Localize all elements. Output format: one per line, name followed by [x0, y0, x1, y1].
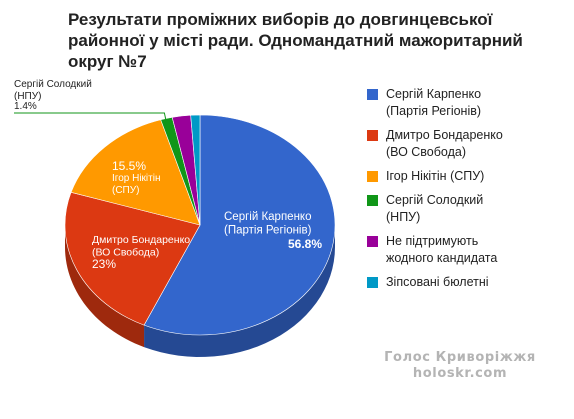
legend-item-не-підтримують: Не підтримують жодного кандидата	[367, 233, 567, 267]
pie-side-сергій-карпенко	[144, 225, 335, 357]
slice-name-label-сергій-солодкий: Сергій Солодкий (НПУ)	[14, 79, 92, 102]
slice-value-label-дмитро-бондаренко: 23%	[92, 257, 116, 271]
legend-swatch	[367, 89, 378, 100]
pie-slice-дмитро-бондаренко	[64, 191, 201, 326]
pie-slice-зіпсовані-бюлетні	[190, 114, 201, 226]
legend-item-зіпсовані-бюлетні: Зіпсовані бюлетні	[367, 274, 567, 291]
slice-name-label-дмитро-бондаренко: Дмитро Бондаренко (ВО Свобода)	[92, 234, 190, 259]
slice-value-label-ігор-нікітін-спу: 15.5%	[112, 159, 146, 173]
legend-item-дмитро-бондаренко: Дмитро Бондаренко (ВО Свобода)	[367, 127, 567, 161]
legend-label: Сергій Карпенко (Партія Регіонів)	[386, 87, 482, 118]
legend-label: Ігор Нікітін (СПУ)	[386, 169, 485, 183]
legend-swatch	[367, 195, 378, 206]
legend-swatch	[367, 130, 378, 141]
pie-side-дмитро-бондаренко	[65, 225, 145, 348]
slice-name-label-сергій-карпенко: Сергій Карпенко (Партія Регіонів)	[224, 211, 312, 237]
slice-name-label-ігор-нікітін-спу: Ігор Нікітін (СПУ)	[112, 173, 160, 196]
legend-label: Не підтримують жодного кандидата	[386, 234, 498, 265]
pie-slice-сергій-карпенко	[143, 114, 336, 336]
legend: Сергій Карпенко (Партія Регіонів) Дмитро …	[367, 86, 567, 298]
leader-line-solodkyi	[14, 112, 167, 123]
watermark: Голос Криворіжжя holoskr.com	[360, 350, 560, 382]
slice-value-label-сергій-карпенко: 56.8%	[288, 237, 322, 251]
legend-swatch	[367, 277, 378, 288]
legend-swatch	[367, 236, 378, 247]
legend-swatch	[367, 171, 378, 182]
legend-label: Зіпсовані бюлетні	[386, 275, 489, 289]
legend-item-сергій-карпенко: Сергій Карпенко (Партія Регіонів)	[367, 86, 567, 120]
watermark-url: holoskr.com	[412, 366, 508, 381]
legend-label: Сергій Солодкий (НПУ)	[386, 193, 484, 224]
legend-item-сергій-солодкий: Сергій Солодкий (НПУ)	[367, 192, 567, 226]
slice-value-label-сергій-солодкий: 1.4%	[14, 101, 37, 112]
pie-slice-ігор-нікітін-спу	[70, 119, 201, 226]
watermark-name: Голос Криворіжжя	[384, 350, 536, 365]
chart-title: Результати проміжних виборів до довгинце…	[68, 10, 523, 71]
legend-item-ігор-нікітін-спу: Ігор Нікітін (СПУ)	[367, 168, 567, 185]
legend-label: Дмитро Бондаренко (ВО Свобода)	[386, 128, 503, 159]
